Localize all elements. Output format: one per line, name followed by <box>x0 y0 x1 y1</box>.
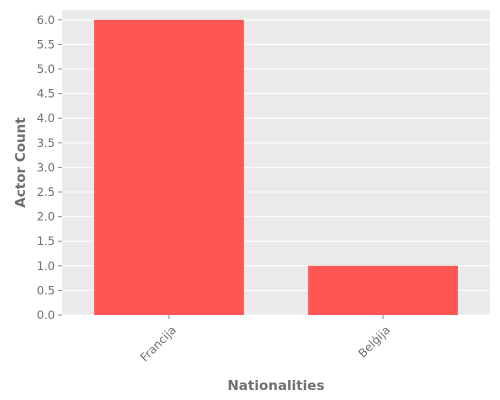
y-tick-label: 0.5 <box>37 283 55 297</box>
y-tick-label: 3.0 <box>37 160 55 174</box>
bar-0 <box>94 19 244 315</box>
y-tick-label: 0.0 <box>37 308 55 322</box>
x-tick-label: Francija <box>137 323 178 364</box>
y-tick-label: 2.5 <box>37 185 55 199</box>
bar-1 <box>308 265 458 315</box>
y-tick-label: 4.5 <box>37 87 55 101</box>
y-axis: 0.0 0.5 1.0 1.5 2.0 2.5 3.0 3.5 4.0 4.5 5.0 5.5 6.0 <box>37 13 62 322</box>
y-tick-label: 2.0 <box>37 210 55 224</box>
y-tick-label: 5.5 <box>37 37 55 51</box>
y-tick-label: 1.0 <box>37 259 55 273</box>
y-tick-label: 4.0 <box>37 111 55 125</box>
x-tick-label: Belģija <box>355 323 392 360</box>
y-tick-label: 1.5 <box>37 234 55 248</box>
bars <box>94 19 458 315</box>
y-tick-label: 3.5 <box>37 136 55 150</box>
x-axis-title: Nationalities <box>227 378 324 394</box>
y-tick-label: 5.0 <box>37 62 55 76</box>
y-axis-title: Actor Count <box>13 117 29 208</box>
x-axis: Francija Belģija <box>137 315 393 364</box>
y-tick-label: 6.0 <box>37 13 55 27</box>
